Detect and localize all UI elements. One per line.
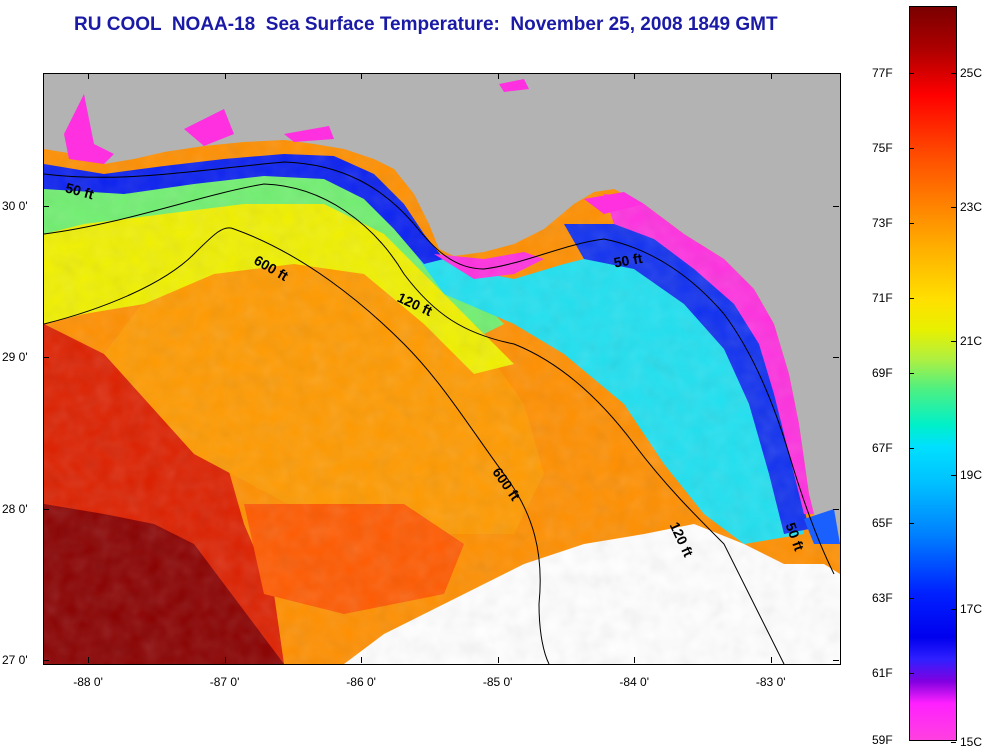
lon-tick <box>770 657 772 663</box>
lon-tick <box>634 657 636 663</box>
colorbar-tick <box>909 448 914 449</box>
lat-tick-right <box>833 206 839 208</box>
colorbar-tick <box>951 742 956 743</box>
map-title: RU COOL NOAA-18 Sea Surface Temperature:… <box>74 14 778 35</box>
colorbar-celsius-label: 15C <box>960 735 983 749</box>
colorbar-tick <box>909 148 914 149</box>
lon-tick-label: -86 0' <box>346 675 376 689</box>
colorbar-celsius-label: 17C <box>960 602 983 616</box>
lon-tick-top <box>224 73 226 79</box>
colorbar-fahrenheit-label: 61F <box>872 666 893 680</box>
colorbar-tick <box>909 740 914 741</box>
lat-tick-label: 30 0' <box>2 199 28 214</box>
lat-tick <box>43 357 49 359</box>
lat-tick-label: 29 0' <box>2 350 28 365</box>
contour-label: 50 ft <box>64 179 96 202</box>
colorbar-tick <box>909 673 914 674</box>
depth-contours <box>44 161 835 664</box>
colorbar-fahrenheit-label: 67F <box>872 441 893 455</box>
lon-tick-top <box>361 73 363 79</box>
temperature-colorbar <box>909 6 957 741</box>
colorbar-tick <box>951 73 956 74</box>
lon-tick <box>497 657 499 663</box>
sea-temperature-field <box>44 140 840 664</box>
lon-tick-label: -88 0' <box>73 675 103 689</box>
map-frame: 50 ft 600 ft 120 ft 50 ft 600 ft 120 ft 50 ft <box>43 73 841 665</box>
colorbar-tick <box>909 523 914 524</box>
lat-tick-right <box>833 508 839 510</box>
colorbar-celsius-label: 21C <box>960 334 983 348</box>
colorbar-celsius-label: 25C <box>960 66 983 80</box>
lat-tick <box>43 206 49 208</box>
colorbar-fahrenheit-label: 65F <box>872 516 893 530</box>
colorbar-celsius-label: 19C <box>960 468 983 482</box>
colorbar-tick <box>951 609 956 610</box>
lat-tick <box>43 659 49 661</box>
lon-tick <box>361 657 363 663</box>
colorbar-fahrenheit-label: 69F <box>872 366 893 380</box>
lon-tick-top <box>497 73 499 79</box>
coastal-bays <box>64 79 840 544</box>
colorbar-fahrenheit-label: 71F <box>872 291 893 305</box>
lat-tick-right <box>833 357 839 359</box>
lon-tick-label: -83 0' <box>755 675 786 689</box>
lat-tick-right <box>833 659 839 661</box>
colorbar-tick <box>909 598 914 599</box>
lat-tick <box>43 508 49 510</box>
lon-tick <box>224 657 226 663</box>
colorbar-tick <box>951 207 956 208</box>
contour-label: 50 ft <box>612 250 643 271</box>
colorbar-tick <box>909 73 914 74</box>
colorbar-fahrenheit-label: 63F <box>872 591 893 605</box>
colorbar-celsius-label: 23C <box>960 200 983 214</box>
colorbar-tick <box>909 298 914 299</box>
colorbar-fahrenheit-label: 75F <box>872 141 893 155</box>
colorbar-fahrenheit-label: 77F <box>872 66 893 80</box>
lon-tick <box>88 657 90 663</box>
lat-tick-label: 28 0' <box>2 501 28 516</box>
lon-tick-top <box>88 73 90 79</box>
lat-tick-label: 27 0' <box>2 652 28 667</box>
lon-tick-label: -84 0' <box>619 675 650 689</box>
lon-tick-top <box>634 73 636 79</box>
colorbar-tick <box>951 475 956 476</box>
lon-tick-label: -87 0' <box>209 675 240 689</box>
colorbar-tick <box>909 373 914 374</box>
colorbar-fahrenheit-label: 73F <box>872 216 893 230</box>
lon-tick-top <box>770 73 772 79</box>
colorbar-tick <box>909 223 914 224</box>
colorbar-tick <box>951 341 956 342</box>
lon-tick-label: -85 0' <box>482 675 513 689</box>
colorbar-fahrenheit-label: 59F <box>872 733 893 747</box>
